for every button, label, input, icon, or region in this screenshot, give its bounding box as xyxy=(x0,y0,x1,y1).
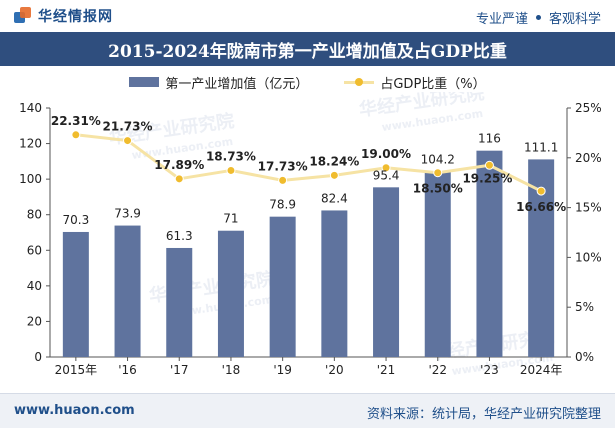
footer: www.huaon.com 资料来源：统计局，华经产业研究院整理 xyxy=(0,393,615,428)
x-tick-label: '16 xyxy=(118,363,137,377)
y-left-tick-label: 40 xyxy=(27,279,42,293)
x-tick-label: 2024年 xyxy=(520,363,563,377)
tagline-right: 客观科学 xyxy=(548,12,601,27)
y-left-tick-label: 20 xyxy=(27,314,42,328)
bar xyxy=(62,231,89,357)
y-right-tick-label: 10% xyxy=(575,250,602,264)
chart-plot: 华经产业研究院www.huaon.com华经产业研究院www.huaon.com… xyxy=(19,92,602,378)
tagline: 专业严谨 客观科学 xyxy=(476,8,601,27)
share-point xyxy=(433,168,443,178)
share-value-label: 21.73% xyxy=(103,120,153,134)
footer-url[interactable]: www.huaon.com xyxy=(14,403,135,418)
legend-bar-swatch xyxy=(129,77,160,87)
y-right-tick-label: 25% xyxy=(575,101,602,115)
bar-value-label: 70.3 xyxy=(62,213,89,227)
share-point xyxy=(329,170,339,180)
chart-title: 2015-2024年陇南市第一产业增加值及占GDP比重 xyxy=(0,32,615,66)
legend-line-label: 占GDP比重（%） xyxy=(380,76,486,92)
share-point xyxy=(536,186,546,196)
y-left-tick-label: 100 xyxy=(19,172,42,186)
bar xyxy=(424,171,451,357)
y-right-tick-label: 20% xyxy=(575,151,602,165)
y-left-tick-label: 140 xyxy=(19,101,42,115)
y-left-tick-label: 0 xyxy=(34,350,42,364)
huajing-logo-icon xyxy=(14,7,32,25)
bar-value-label: 78.9 xyxy=(269,198,296,212)
y-left-tick-label: 120 xyxy=(19,137,42,151)
share-point xyxy=(123,136,133,146)
y-right-tick-label: 15% xyxy=(575,201,602,215)
legend-item-bar[interactable]: 第一产业增加值（亿元） xyxy=(129,73,308,92)
legend-line-swatch xyxy=(344,77,375,87)
share-value-label: 22.31% xyxy=(51,114,101,128)
x-tick-label: '17 xyxy=(170,363,189,377)
top-bar: 华经情报网 专业严谨 客观科学 xyxy=(0,0,615,32)
y-right-tick-label: 5% xyxy=(575,300,594,314)
bar xyxy=(321,210,348,357)
legend-bar-label: 第一产业增加值（亿元） xyxy=(165,76,309,92)
share-point xyxy=(226,165,236,175)
brand[interactable]: 华经情报网 xyxy=(14,6,113,26)
y-left-tick-label: 80 xyxy=(27,208,42,222)
share-point xyxy=(484,160,494,170)
bar-value-label: 95.4 xyxy=(373,168,400,182)
share-point xyxy=(278,175,288,185)
x-tick-label: '20 xyxy=(325,363,344,377)
bar-value-label: 82.4 xyxy=(321,191,348,205)
bar xyxy=(217,230,244,357)
tagline-left: 专业严谨 xyxy=(475,12,528,27)
bar-value-label: 111.1 xyxy=(524,140,558,154)
bar xyxy=(166,247,193,357)
x-tick-label: '19 xyxy=(273,363,292,377)
bar xyxy=(114,225,141,357)
brand-name: 华经情报网 xyxy=(38,9,113,25)
share-value-label: 16.66% xyxy=(516,200,566,214)
y-right-tick-label: 0% xyxy=(575,350,594,364)
share-value-label: 18.50% xyxy=(413,182,463,196)
bullet-icon xyxy=(535,15,541,20)
share-value-label: 18.73% xyxy=(206,149,256,163)
bar-value-label: 104.2 xyxy=(421,153,455,167)
share-value-label: 17.89% xyxy=(154,158,204,172)
share-point xyxy=(71,130,81,140)
share-value-label: 18.24% xyxy=(309,154,359,168)
share-point xyxy=(174,174,184,184)
share-value-label: 19.25% xyxy=(462,171,512,185)
x-tick-label: '23 xyxy=(480,363,499,377)
bar xyxy=(476,150,503,357)
share-value-label: 17.73% xyxy=(258,159,308,173)
legend-item-line[interactable]: 占GDP比重（%） xyxy=(344,73,486,92)
bar-value-label: 71 xyxy=(223,212,238,226)
footer-source: 资料来源：统计局，华经产业研究院整理 xyxy=(366,407,601,422)
bar-value-label: 61.3 xyxy=(166,229,193,243)
chart-legend: 第一产业增加值（亿元） 占GDP比重（%） xyxy=(0,71,615,93)
bar xyxy=(269,216,296,357)
bar xyxy=(373,187,400,357)
share-line xyxy=(75,133,542,193)
x-tick-label: 2015年 xyxy=(55,363,98,377)
x-tick-label: '22 xyxy=(428,363,447,377)
share-value-label: 19.00% xyxy=(361,147,411,161)
x-tick-label: '21 xyxy=(377,363,396,377)
x-tick-label: '18 xyxy=(222,363,241,377)
bar-value-label: 73.9 xyxy=(114,207,141,221)
y-left-tick-label: 60 xyxy=(27,243,42,257)
bar-value-label: 116 xyxy=(478,132,501,146)
share-point xyxy=(381,163,391,173)
